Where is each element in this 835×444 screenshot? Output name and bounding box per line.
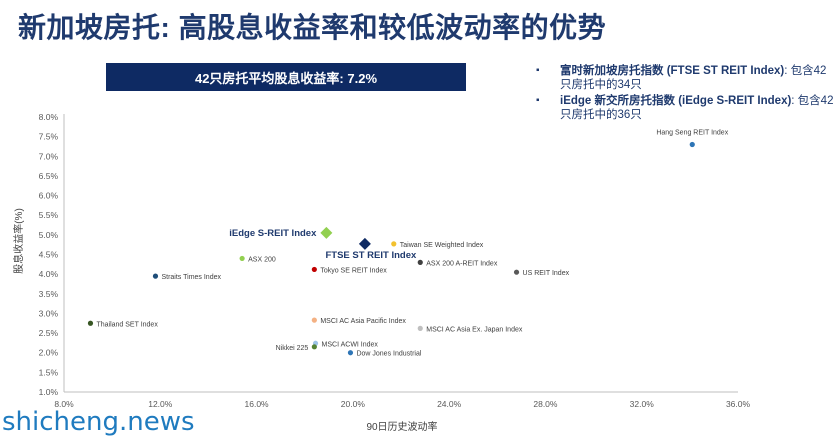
x-tick-label: 16.0% [245,399,270,409]
y-tick-label: 1.0% [39,387,59,397]
label-msci-ac-asia-ex-japan-index: MSCI AC Asia Ex. Japan Index [426,326,523,333]
point-ftse-st-reit-index [358,237,371,250]
y-axis-title: 股息收益率(%) [12,208,25,274]
x-tick-label: 24.0% [437,399,462,409]
y-tick-label: 7.0% [39,151,59,161]
label-asx-200-a-reit-index: ASX 200 A-REIT Index [426,260,498,267]
y-tick-label: 2.0% [39,348,59,358]
x-tick-labels: 8.0% 12.0% 16.0% 20.0% 24.0% 28.0% 32.0% 36.0% [54,399,750,409]
label-dow-jones-industrial: Dow Jones Industrial [356,351,421,358]
x-tick-label: 32.0% [630,399,655,409]
x-tick-label: 28.0% [533,399,558,409]
point-taiwan-se-weighted-index [391,241,397,247]
legend-item-ftse-name: 富时新加坡房托指数 (FTSE ST REIT Index) [560,65,785,77]
y-tick-label: 3.0% [39,308,59,318]
y-tick-label: 4.5% [39,250,59,260]
point-straits-times-index [152,273,159,279]
label-hang-seng-reit-index: Hang Seng REIT Index [656,130,728,137]
page-title: 新加坡房托: 高股息收益率和较低波动率的优势 [18,12,607,43]
point-tokyo-se-reit-index [311,266,317,273]
legend-item-iedge: ▪ iEdge 新交所房托指数 (iEdge S-REIT Index): 包含… [534,94,834,122]
y-tick-label: 5.0% [39,230,59,240]
x-tick-label: 20.0% [341,399,366,409]
y-tick-label: 6.5% [39,171,59,181]
y-tick-labels: 1.0% 1.5% 2.0% 2.5% 3.0% 3.5% 4.0% 4.5% 5.0% 5.5%… [39,112,59,397]
y-tick-label: 2.5% [39,328,59,338]
label-msci-ac-asia-pacific-index: MSCI AC Asia Pacific Index [320,318,406,325]
label-straits-times-index: Straits Times Index [161,274,221,281]
y-tick-label: 4.0% [39,269,59,279]
data-points [87,141,695,356]
legend-item-iedge-name: iEdge 新交所房托指数 (iEdge S-REIT Index) [560,95,792,107]
label-tokyo-se-reit-index: Tokyo SE REIT Index [320,267,387,274]
x-axis-title: 90日历史波动率 [366,420,437,433]
label-asx-200: ASX 200 [248,256,276,263]
index-legend: ▪ 富时新加坡房托指数 (FTSE ST REIT Index): 包含42只房… [534,64,834,124]
bullet-icon: ▪ [536,95,540,106]
point-thailand-set-index [87,320,94,326]
point-msci-ac-asia-ex-japan-index [417,325,423,331]
label-taiwan-se-weighted-index: Taiwan SE Weighted Index [400,242,484,249]
label-thailand-set-index: Thailand SET Index [96,321,158,328]
point-asx-200 [239,255,245,262]
x-tick-label: 36.0% [726,399,751,409]
y-tick-label: 6.0% [39,191,59,201]
label-us-reit-index: US REIT Index [523,270,570,277]
label-msci-acwi-index: MSCI ACWI Index [322,341,379,348]
x-tick-label: 8.0% [54,399,74,409]
y-tick-label: 1.5% [39,367,59,377]
point-us-reit-index [513,269,520,275]
point-dow-jones-industrial [347,350,354,356]
point-nikkei-225 [311,344,317,350]
point-labels: Hang Seng REIT Index iEdge S-REIT Index FT… [96,130,728,358]
legend-item-ftse-desc: : 包含42只房托中的34只 [560,65,827,91]
x-tick-label: 12.0% [148,399,173,409]
point-hang-seng-reit-index [689,141,695,148]
legend-item-iedge-desc: : 包含42只房托中的36只 [560,95,834,121]
watermark: shicheng.news [2,407,195,437]
yield-banner: 42只房托平均股息收益率: 7.2% [106,63,466,91]
legend-item-ftse: ▪ 富时新加坡房托指数 (FTSE ST REIT Index): 包含42只房… [534,64,834,92]
y-tick-label: 5.5% [39,210,59,220]
point-msci-ac-asia-pacific-index [311,317,317,323]
point-asx-200-a-reit-index [417,259,423,265]
label-ftse-st-reit-index: FTSE ST REIT Index [325,250,417,261]
y-tick-label: 7.5% [39,132,59,142]
bullet-icon: ▪ [536,65,540,76]
y-tick-label: 3.5% [39,289,59,299]
label-iedge-s-reit-index: iEdge S-REIT Index [229,228,317,239]
y-tick-label: 8.0% [39,112,59,122]
point-iedge-s-reit-index [320,226,333,239]
chart-axes [63,114,738,393]
label-nikkei-225: Nikkei 225 [276,345,309,352]
